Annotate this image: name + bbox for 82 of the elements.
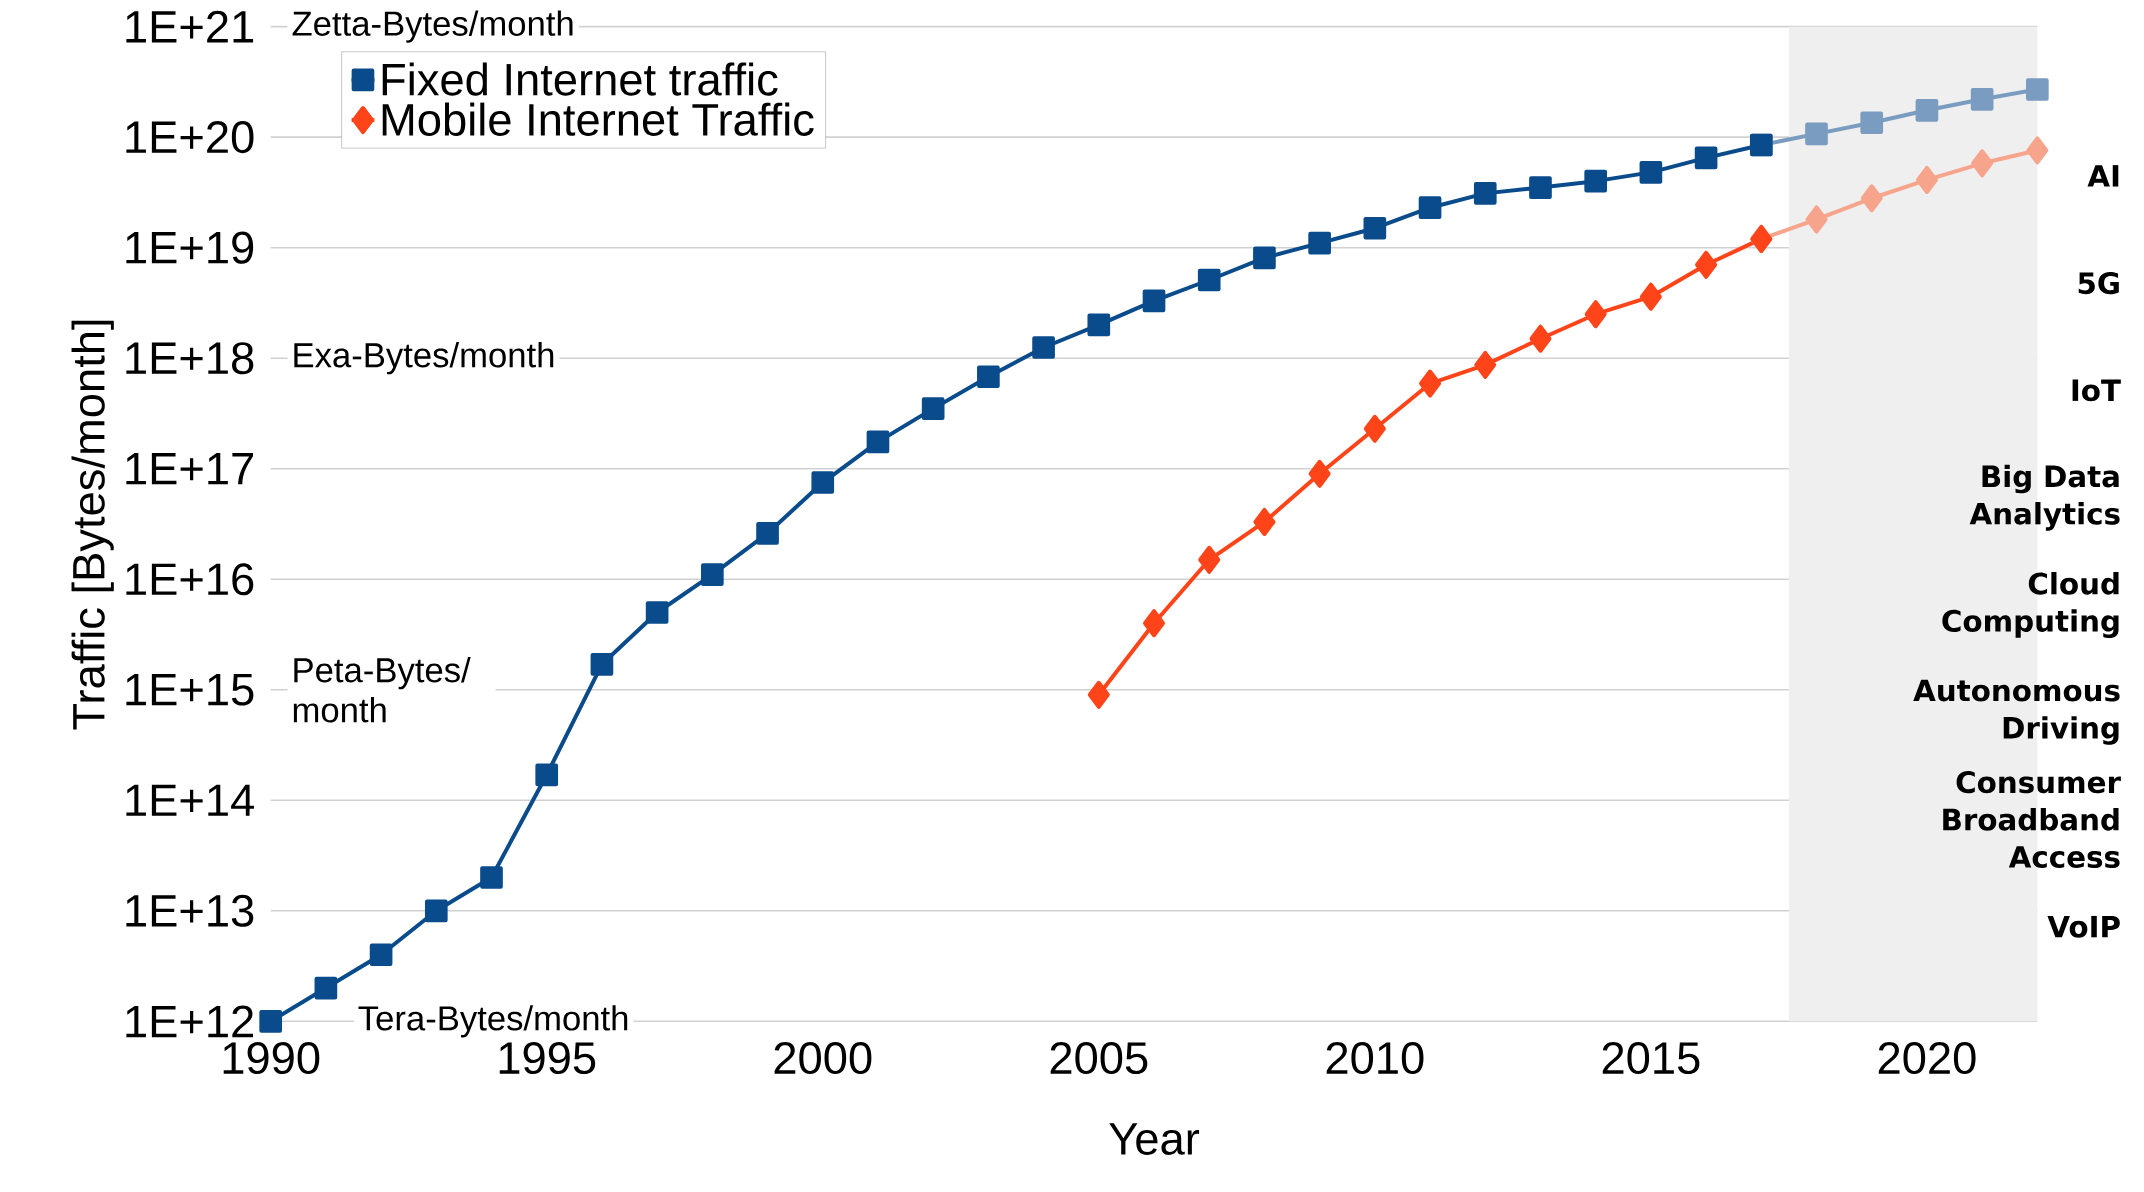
point: [1474, 350, 1497, 379]
annotation: Consumer Broadband Access: [1943, 771, 2121, 868]
point: [1970, 87, 1994, 111]
x-axis-title: Year: [1109, 1123, 1200, 1155]
y-tick-label: 1E+12: [126, 1005, 254, 1038]
y-tick-label: 1E+13: [126, 894, 254, 927]
point: [1860, 184, 1883, 213]
point: [480, 866, 503, 889]
point: [2026, 136, 2049, 165]
point: [1805, 205, 1828, 234]
point: [1639, 161, 1663, 184]
point: [314, 976, 338, 1000]
point: [1087, 313, 1111, 337]
point: [1419, 369, 1442, 398]
text: IoT: [2072, 379, 2121, 402]
point: [1529, 176, 1552, 199]
point: [811, 471, 835, 494]
annotation: Peta-Bytes/ month: [293, 657, 471, 723]
point: [1363, 216, 1387, 240]
x-tick-label: 1990: [223, 1042, 320, 1075]
y-tick-label: 1E+17: [126, 453, 254, 485]
point: [369, 943, 393, 967]
text: 5G: [2078, 272, 2119, 295]
text: AI: [2087, 165, 2119, 187]
x-tick-label: 2000: [774, 1042, 872, 1075]
annotation: Tera-Bytes/month: [358, 1005, 628, 1038]
legend-label: Mobile Internet Traffic: [382, 102, 814, 136]
point: [921, 397, 945, 420]
y-tick-label: 1E+14: [126, 784, 254, 816]
y-tick-label: 1E+19: [126, 231, 254, 264]
point: [1529, 324, 1552, 353]
point: [535, 763, 559, 787]
point: [866, 430, 890, 454]
point: [424, 899, 448, 923]
point: [1197, 268, 1221, 292]
point: [1308, 459, 1331, 488]
point: [701, 563, 724, 586]
point: [1253, 507, 1276, 536]
y-tick-label: 1E+15: [126, 673, 254, 706]
y-tick-label: 1E+20: [126, 121, 254, 154]
x-tick-label: 1995: [499, 1042, 596, 1075]
point: [645, 601, 669, 624]
annotation: Autonomous Driving: [1913, 679, 2120, 745]
point: [1032, 336, 1055, 359]
point: [1584, 169, 1608, 193]
point: [1308, 231, 1331, 255]
point: [1639, 282, 1662, 311]
point: [259, 1009, 283, 1033]
annotation: Big Data Analytics: [1969, 464, 2120, 531]
point: [1418, 196, 1442, 220]
point: [2026, 78, 2049, 101]
point: [1915, 165, 1938, 194]
point: [1805, 122, 1828, 146]
point: [590, 652, 614, 676]
point: [1253, 246, 1276, 270]
point: [1971, 149, 1994, 178]
point: [1087, 680, 1110, 709]
point: [1694, 146, 1718, 170]
point: [977, 365, 1000, 389]
point: [1142, 289, 1166, 313]
x-tick-label: 2015: [1602, 1042, 1700, 1075]
annotation: Cloud Computing: [1942, 572, 2119, 638]
text: VoIP: [2047, 915, 2120, 938]
y-tick-label: 1E+21: [126, 10, 254, 43]
point: [756, 522, 779, 545]
x-tick-label: 2020: [1878, 1042, 1976, 1075]
point: [1860, 111, 1884, 135]
point: [1198, 545, 1221, 574]
legend-label: Fixed Internet traffic: [382, 62, 778, 96]
x-tick-label: 2010: [1326, 1042, 1424, 1075]
point: [1473, 182, 1497, 205]
annotation: Exa-Bytes/month: [294, 342, 554, 375]
point: [1695, 250, 1718, 279]
point: [1143, 609, 1166, 638]
y-axis-title: Traffic [Bytes/month]: [71, 320, 114, 730]
point: [1584, 300, 1607, 329]
x-tick-label: 2005: [1050, 1042, 1148, 1075]
point: [1915, 98, 1939, 122]
y-tick-label: 1E+16: [126, 563, 254, 596]
annotation: Zetta-Bytes/month: [292, 10, 573, 43]
point: [1363, 414, 1386, 443]
y-tick-label: 1E+18: [126, 342, 254, 375]
